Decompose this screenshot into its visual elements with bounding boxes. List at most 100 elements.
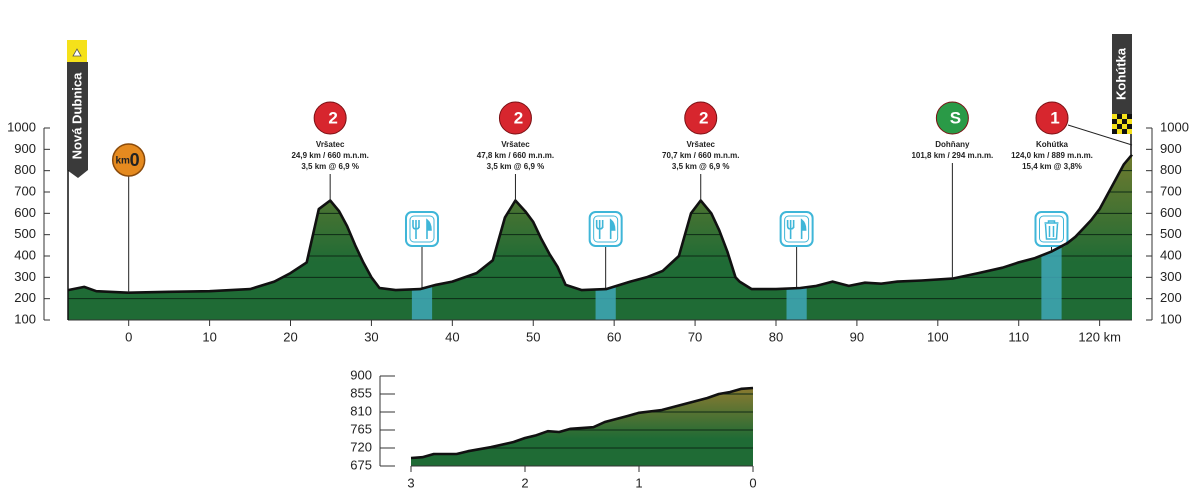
finish-name: Kohútka <box>1113 47 1128 100</box>
climb-length: 3,5 km @ 6,9 % <box>301 162 359 171</box>
finish-check <box>1112 129 1117 134</box>
climb-length: 15,4 km @ 3,8% <box>1022 162 1082 171</box>
climb-length: 3,5 km @ 6,9 % <box>672 162 730 171</box>
km0-value: 0 <box>130 150 140 170</box>
fork-icon <box>412 220 420 239</box>
finish-check <box>1122 124 1127 129</box>
y-tick-label: 300 <box>14 269 36 284</box>
finish-flag <box>1112 34 1132 114</box>
finish-check <box>1117 114 1122 119</box>
zone-icon-inner <box>784 215 810 243</box>
finish-check <box>1117 124 1122 129</box>
finish-check <box>1127 124 1132 129</box>
zone-icon <box>588 211 623 247</box>
climb-name: Vršatec <box>687 140 716 149</box>
x-tick-label: 80 <box>769 329 783 344</box>
x-tick-label: 70 <box>688 329 702 344</box>
x-tick-label: 20 <box>283 329 297 344</box>
y-tick-label: 600 <box>14 205 36 220</box>
finish-check <box>1112 119 1117 124</box>
y-tick-label: 900 <box>350 367 372 382</box>
finish-check <box>1127 119 1132 124</box>
x-tick-label: 50 <box>526 329 540 344</box>
x-tick-label: 40 <box>445 329 459 344</box>
bin-icon <box>1044 220 1059 240</box>
elevation-line <box>410 386 754 460</box>
y-tick-label: 855 <box>350 385 372 400</box>
climb-badge <box>684 101 718 135</box>
knife-icon <box>609 218 616 239</box>
y-tick-label: 800 <box>14 162 36 177</box>
y-tick-label: 1000 <box>1160 119 1189 134</box>
y-tick-label: 400 <box>1160 247 1182 262</box>
y-tick-label: 800 <box>1160 162 1182 177</box>
y-tick-label: 700 <box>1160 183 1182 198</box>
y-tick-label: 600 <box>1160 205 1182 220</box>
y-tick-label: 700 <box>14 183 36 198</box>
climb-name: Kohútka <box>1036 140 1069 149</box>
climb-badge <box>1035 101 1069 135</box>
zone-icon <box>1034 211 1069 247</box>
y-tick-label: 200 <box>1160 290 1182 305</box>
y-tick-label: 100 <box>1160 311 1182 326</box>
km0-prefix: km <box>115 156 130 167</box>
x-tick-label: 3 <box>407 475 414 490</box>
x-tick-label: 120 km <box>1078 329 1121 344</box>
climb-details: 70,7 km / 660 m.n.m. <box>662 151 739 160</box>
km0-badge <box>111 143 146 177</box>
finish-check <box>1112 114 1117 119</box>
y-tick-label: 900 <box>14 141 36 156</box>
climb-category: 2 <box>514 108 523 127</box>
zone-icon <box>779 211 814 247</box>
climb-badge <box>313 101 347 135</box>
climb-length: 3,5 km @ 6,9 % <box>487 162 545 171</box>
start-flag-arrow <box>72 48 82 57</box>
zone-icon-inner <box>1038 215 1064 243</box>
zone <box>1041 246 1062 320</box>
climb-name: Vršatec <box>501 140 530 149</box>
x-tick-label: 0 <box>125 329 132 344</box>
elevation-line <box>67 153 1133 295</box>
y-tick-label: 765 <box>350 421 372 436</box>
zone-icon-inner <box>409 215 435 243</box>
finish-check <box>1122 119 1127 124</box>
climb-name: Vršatec <box>316 140 345 149</box>
climb-details: 124,0 km / 889 m.n.m. <box>1011 151 1093 160</box>
x-tick-label: 2 <box>521 475 528 490</box>
y-tick-label: 300 <box>1160 269 1182 284</box>
fork-icon <box>786 220 795 239</box>
climb-pointer <box>1067 124 1133 146</box>
start-name: Nová Dubnica <box>69 72 84 159</box>
zone <box>411 285 433 320</box>
zone <box>595 286 616 320</box>
x-tick-label: 0 <box>749 475 756 490</box>
knife-icon <box>800 218 807 239</box>
finish-check <box>1127 114 1132 119</box>
x-tick-label: 60 <box>607 329 621 344</box>
zone-icon <box>404 211 439 247</box>
y-tick-label: 900 <box>1160 141 1182 156</box>
climb-category: 2 <box>699 108 708 127</box>
finish-check <box>1117 129 1122 134</box>
y-tick-label: 400 <box>14 247 36 262</box>
y-tick-label: 200 <box>14 290 36 305</box>
x-tick-label: 10 <box>202 329 216 344</box>
finish-check <box>1122 129 1127 134</box>
elevation-area <box>68 154 1132 320</box>
y-tick-label: 810 <box>350 403 372 418</box>
climb-name: Dohňany <box>935 140 970 149</box>
x-tick-label: 1 <box>635 475 642 490</box>
climb-badge <box>935 101 969 135</box>
finish-check <box>1117 119 1122 124</box>
finish-check <box>1122 114 1127 119</box>
climb-badge <box>498 101 532 135</box>
y-tick-label: 675 <box>350 457 372 472</box>
zone <box>786 287 807 320</box>
knife-icon <box>426 218 432 239</box>
climb-details: 47,8 km / 660 m.n.m. <box>477 151 554 160</box>
y-tick-label: 500 <box>1160 226 1182 241</box>
climb-details: 24,9 km / 660 m.n.m. <box>291 151 368 160</box>
climb-category: 2 <box>328 108 337 127</box>
